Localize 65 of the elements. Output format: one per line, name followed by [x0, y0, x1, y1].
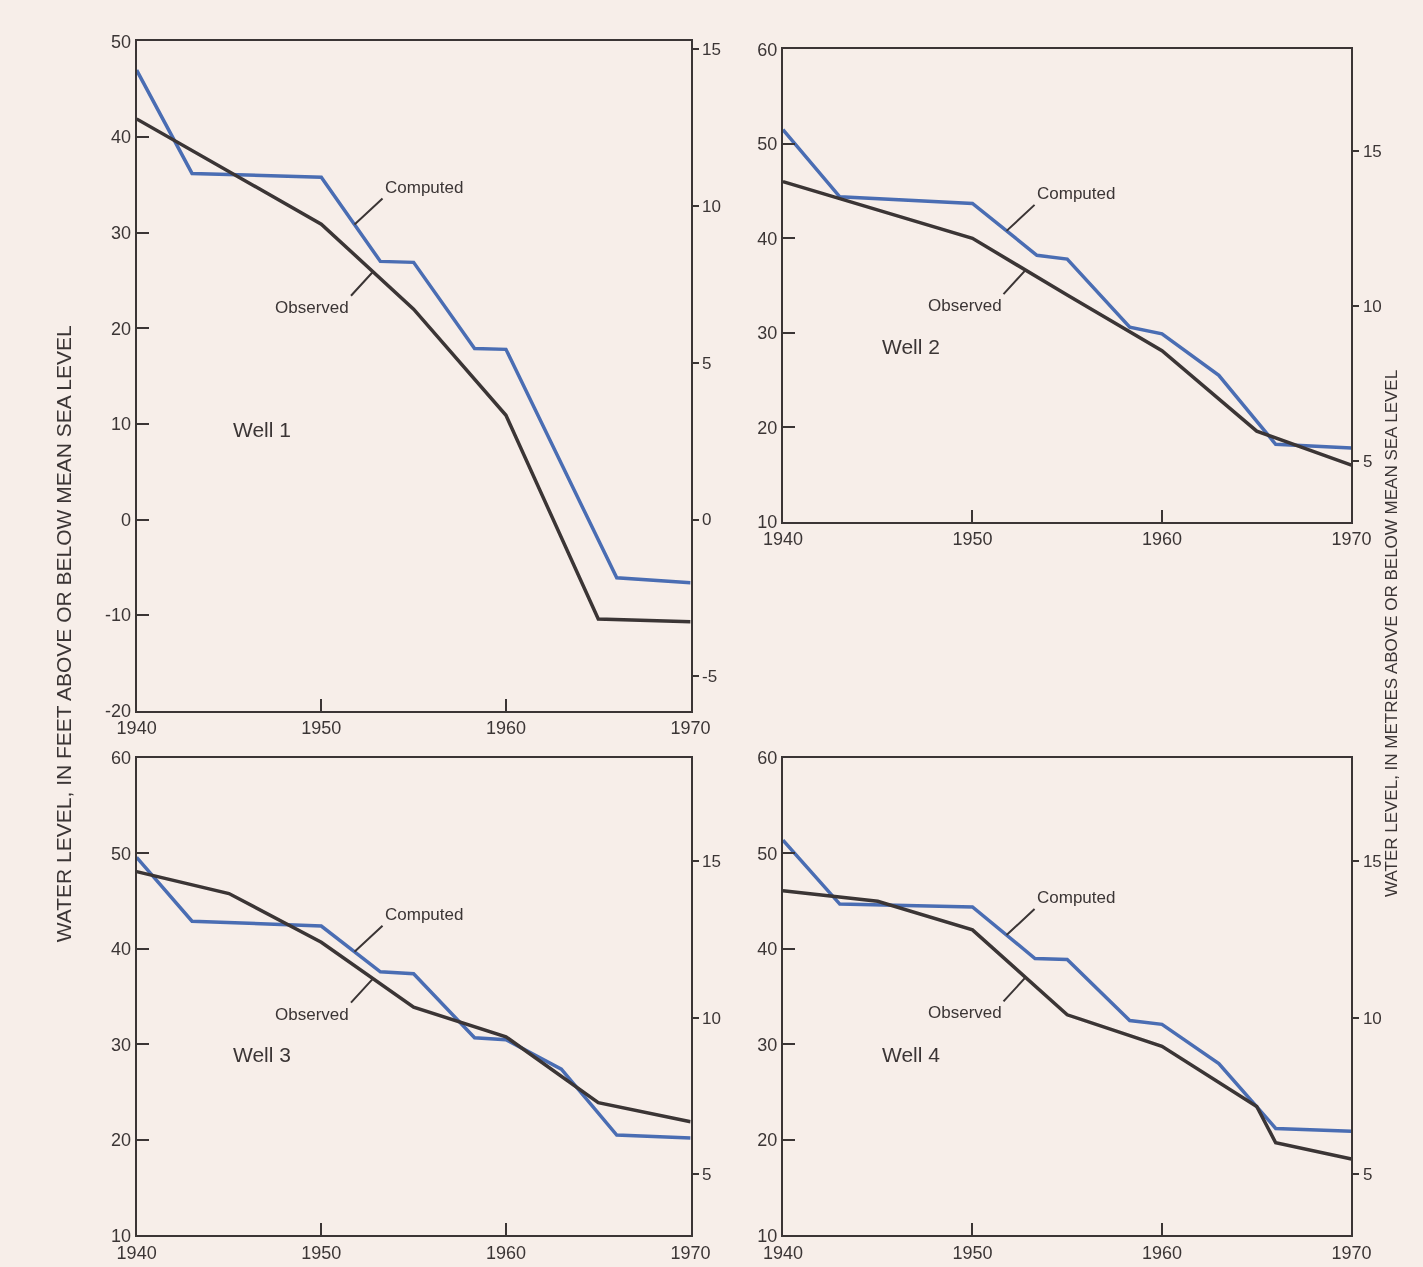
y-tick-label: 20: [111, 318, 132, 339]
x-tick-label: 1950: [952, 1242, 993, 1263]
y2-tick-label: 15: [1362, 142, 1382, 162]
y-tick-label: 40: [111, 939, 132, 960]
line-series: [136, 68, 691, 585]
y-tick-label: 50: [111, 843, 132, 864]
y2-tick-label: 5: [1362, 452, 1373, 472]
y-tick-label: 40: [111, 127, 132, 148]
text: Computed: [1037, 888, 1116, 907]
y-tick-label: 30: [757, 323, 778, 344]
y-tick-label: 50: [757, 134, 778, 155]
x-tick-label: 1960: [485, 1242, 526, 1263]
text: Computed: [1037, 184, 1116, 203]
y2-tick-label: 10: [702, 1008, 721, 1028]
legend-label: Observed: [275, 298, 349, 317]
y-tick-label: 20: [757, 417, 778, 438]
y2-tick-label: 5: [702, 1165, 712, 1185]
line-series: [782, 838, 1352, 1134]
y-tick-label: 40: [757, 228, 778, 249]
y2-tick-label: 0: [702, 510, 712, 530]
y2-axis-title: WATER LEVEL, IN METRES ABOVE OR BELOW MEAN SEA LEVEL: [1382, 369, 1401, 897]
annotation: Well 3: [233, 1043, 291, 1066]
y-tick-label: 60: [757, 39, 778, 60]
annotation: Well 4: [882, 1043, 941, 1066]
y-tick-label: 60: [757, 748, 778, 769]
x-tick-label: 1960: [1141, 529, 1182, 550]
y-tick-label: 60: [111, 748, 132, 769]
x-tick-label: 1960: [1141, 1242, 1182, 1263]
y-tick-label: 10: [111, 414, 132, 435]
x-tick-label: 1970: [1331, 529, 1372, 550]
y-axis-title: WATER LEVEL, IN FEET ABOVE OR BELOW MEAN SEA LEVEL: [52, 325, 76, 943]
x-tick-label: 1970: [670, 1242, 711, 1263]
y2-tick-label: 10: [1362, 1008, 1382, 1028]
y-tick-label: 50: [757, 843, 778, 864]
y-tick-label: 30: [111, 1034, 132, 1055]
y-tick-label: 50: [111, 31, 132, 52]
x-tick-label: 1950: [301, 1242, 342, 1263]
y2-tick-label: 15: [702, 39, 721, 59]
legend-label: Observed: [928, 296, 1002, 315]
text: Computed: [385, 905, 464, 924]
legend-label: Observed: [928, 1003, 1002, 1022]
y2-tick-label: 5: [702, 353, 712, 373]
y-tick-label: 20: [111, 1130, 132, 1151]
y2-tick-label: 15: [1362, 851, 1382, 871]
x-tick-label: 1970: [1331, 1242, 1372, 1263]
y-tick-label: 30: [757, 1034, 778, 1055]
y2-tick-label: 10: [1362, 297, 1382, 317]
y-tick-label: 30: [111, 223, 132, 244]
y-tick-label: 20: [757, 1130, 778, 1151]
y2-tick-label: 5: [1362, 1165, 1373, 1185]
x-tick-label: 1950: [952, 529, 993, 550]
annotation: Well 1: [233, 418, 291, 441]
x-tick-label: 1950: [301, 718, 342, 739]
y-tick-label: -10: [105, 605, 132, 626]
text: Computed: [385, 178, 464, 197]
legend-label: Observed: [275, 1005, 349, 1024]
x-tick-label: 1960: [485, 718, 526, 739]
line-series: [782, 127, 1352, 450]
y2-tick-label: 10: [702, 196, 721, 216]
y-tick-label: 0: [121, 509, 132, 530]
x-tick-label: 1970: [670, 718, 711, 739]
y-tick-label: 40: [757, 939, 778, 960]
y2-tick-label: -5: [702, 667, 718, 687]
y2-tick-label: 15: [702, 851, 721, 871]
annotation: Well 2: [882, 335, 940, 358]
